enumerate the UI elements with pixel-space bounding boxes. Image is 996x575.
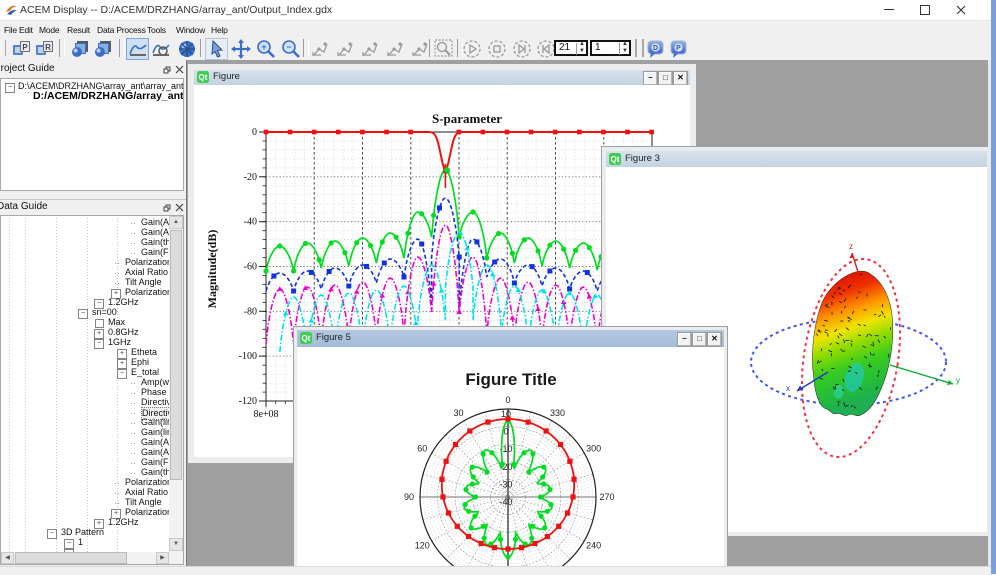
svg-text:Qt: Qt — [611, 155, 620, 164]
svg-text:R: R — [45, 43, 51, 52]
svg-text:-20: -20 — [244, 172, 257, 183]
svg-text:P: P — [22, 43, 28, 52]
svg-text:z: z — [849, 242, 853, 251]
svg-text:P: P — [676, 45, 681, 52]
svg-text:D: D — [653, 45, 658, 52]
svg-text:x: x — [786, 384, 790, 393]
svg-text:270: 270 — [599, 492, 614, 502]
svg-text:-30: -30 — [499, 479, 512, 489]
svg-text:90: 90 — [404, 492, 414, 502]
svg-text:240: 240 — [586, 541, 601, 551]
svg-text:-120: -120 — [239, 396, 257, 407]
svg-text:+: + — [261, 42, 266, 52]
svg-text:Qt: Qt — [302, 334, 311, 343]
svg-text:30: 30 — [453, 408, 463, 418]
svg-text:-80: -80 — [244, 306, 257, 317]
svg-text:Qt: Qt — [199, 73, 208, 82]
svg-text:-60: -60 — [244, 262, 257, 273]
svg-text:-40: -40 — [499, 497, 512, 507]
svg-text:−: − — [286, 42, 291, 52]
svg-text:8e+08: 8e+08 — [253, 409, 278, 420]
svg-text:60: 60 — [417, 444, 427, 454]
svg-text:0: 0 — [505, 395, 510, 405]
svg-text:-100: -100 — [239, 351, 257, 362]
svg-text:330: 330 — [550, 408, 565, 418]
svg-text:0: 0 — [252, 127, 257, 138]
svg-text:y: y — [956, 376, 960, 385]
svg-text:Magnitude(dB): Magnitude(dB) — [205, 230, 219, 309]
svg-text:Figure Title: Figure Title — [465, 370, 556, 389]
svg-text:-40: -40 — [244, 217, 257, 228]
svg-text:300: 300 — [586, 444, 601, 454]
svg-text:120: 120 — [415, 541, 430, 551]
svg-text:S-parameter: S-parameter — [432, 111, 502, 126]
